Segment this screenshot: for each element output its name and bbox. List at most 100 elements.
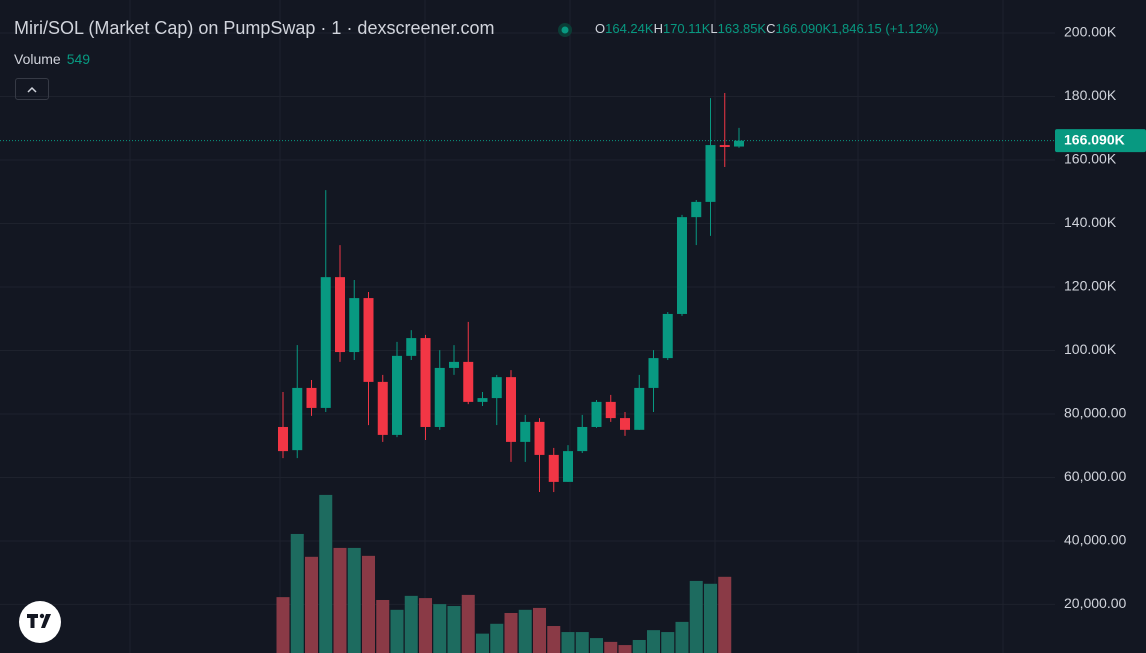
volume-bar (718, 576, 732, 653)
candle-body (662, 313, 673, 359)
volume-bar (661, 632, 675, 653)
collapse-button[interactable] (15, 78, 49, 100)
candle-body (491, 377, 502, 399)
y-tick-label: 40,000.00 (1064, 532, 1126, 548)
ohlc-value: 164.24K (605, 21, 654, 36)
candle-body (335, 277, 345, 353)
candle-body (677, 217, 687, 314)
volume-bar (504, 613, 518, 653)
candle-body (734, 140, 744, 147)
y-tick-label: 180.00K (1064, 87, 1117, 103)
volume-bar (347, 547, 361, 653)
ohlc-key: H (653, 21, 663, 36)
y-tick-label: 160.00K (1064, 151, 1117, 167)
candle-body (534, 421, 545, 455)
time-grid (129, 0, 1004, 653)
chart-title: Miri/SOL (Market Cap) on PumpSwap · 1 · … (14, 18, 495, 38)
candle-body (705, 145, 716, 202)
volume-bar (461, 594, 475, 653)
volume-bar (433, 604, 447, 653)
price-tag (1055, 129, 1146, 153)
volume-bar (305, 556, 318, 653)
volume-bar (419, 598, 432, 653)
candle-body (363, 298, 374, 382)
status-dot (561, 26, 569, 34)
y-tick-label: 140.00K (1064, 214, 1117, 230)
volume-bar (647, 630, 660, 653)
candle-body (577, 426, 588, 452)
candle-body (620, 418, 630, 430)
volume-bar (290, 533, 304, 653)
grid (0, 32, 1055, 605)
volume-bar (561, 632, 575, 653)
volume-bar (547, 626, 561, 653)
candle-body (377, 381, 388, 435)
candle-body (563, 451, 573, 482)
candle-body (320, 277, 331, 408)
candle-body (520, 421, 531, 442)
logo-mark (27, 614, 51, 628)
change: 1,846.15 (+1.12%) (831, 21, 939, 36)
y-tick-label: 60,000.00 (1064, 468, 1126, 484)
chevron (27, 86, 37, 93)
candle-body (691, 201, 702, 218)
tradingview-logo (19, 601, 61, 643)
volume-bar (362, 555, 375, 653)
volume-bar (632, 639, 646, 653)
candle-body (306, 387, 317, 408)
ohlc-key: O (595, 21, 606, 36)
y-axis: 200.00K 180.00K 160.00K 140.00K 120.00K 100.0… (0, 24, 1146, 611)
ohlc-value: 170.11K (662, 21, 711, 36)
y-tick-label: 200.00K (1064, 24, 1117, 40)
volume-bar (590, 638, 603, 653)
y-tick-label: 80,000.00 (1064, 405, 1126, 421)
candle-body (548, 454, 559, 482)
candle-body (591, 401, 602, 427)
volume-bars (276, 494, 732, 653)
volume-bar (704, 583, 717, 653)
ohlc-value: 166.090K (775, 21, 832, 36)
y-tick-label: 100.00K (1064, 341, 1117, 357)
volume-value: 549 (66, 51, 91, 67)
candle-body (719, 145, 730, 147)
volume-legend: Volume 549 (14, 51, 98, 67)
logo-circle (19, 601, 61, 643)
ohlc-legend: O164.24KH170.11KL163.85KC166.090K1,846.1… (595, 21, 938, 36)
candle-body (434, 367, 445, 427)
volume-bar (276, 597, 290, 653)
ohlc-value: 163.85K (717, 21, 767, 36)
volume-bar (490, 623, 504, 653)
volume-bar (333, 547, 347, 653)
candle-body (477, 398, 488, 402)
volume-bar (476, 633, 489, 653)
volume-bar (533, 607, 546, 653)
candle-body (406, 338, 417, 356)
candle-body (605, 401, 616, 419)
candle-body (420, 338, 431, 427)
volume-bar (447, 606, 461, 653)
volume-bar (675, 621, 689, 653)
volume-bar (575, 632, 589, 653)
volume-bar (618, 645, 632, 653)
chevron-path (27, 86, 37, 93)
volume-bar (604, 641, 618, 653)
ohlc-key: L (710, 21, 718, 36)
candle-body (278, 426, 288, 452)
volume-bar (390, 609, 404, 653)
y-tick-label: 20,000.00 (1064, 595, 1126, 611)
price-tag-label: 166.090K (1064, 131, 1125, 147)
candle-body (349, 298, 360, 353)
volume-label: Volume (14, 51, 61, 67)
volume-bar (404, 595, 418, 653)
candle-body (634, 387, 645, 430)
candle-body (292, 387, 303, 451)
candle-body (449, 361, 459, 368)
volume-bar (689, 580, 703, 653)
volume-bar (319, 494, 333, 653)
candle-body (463, 361, 474, 402)
candles (278, 93, 744, 493)
logo-dot (39, 613, 45, 619)
candle-body (506, 377, 516, 442)
